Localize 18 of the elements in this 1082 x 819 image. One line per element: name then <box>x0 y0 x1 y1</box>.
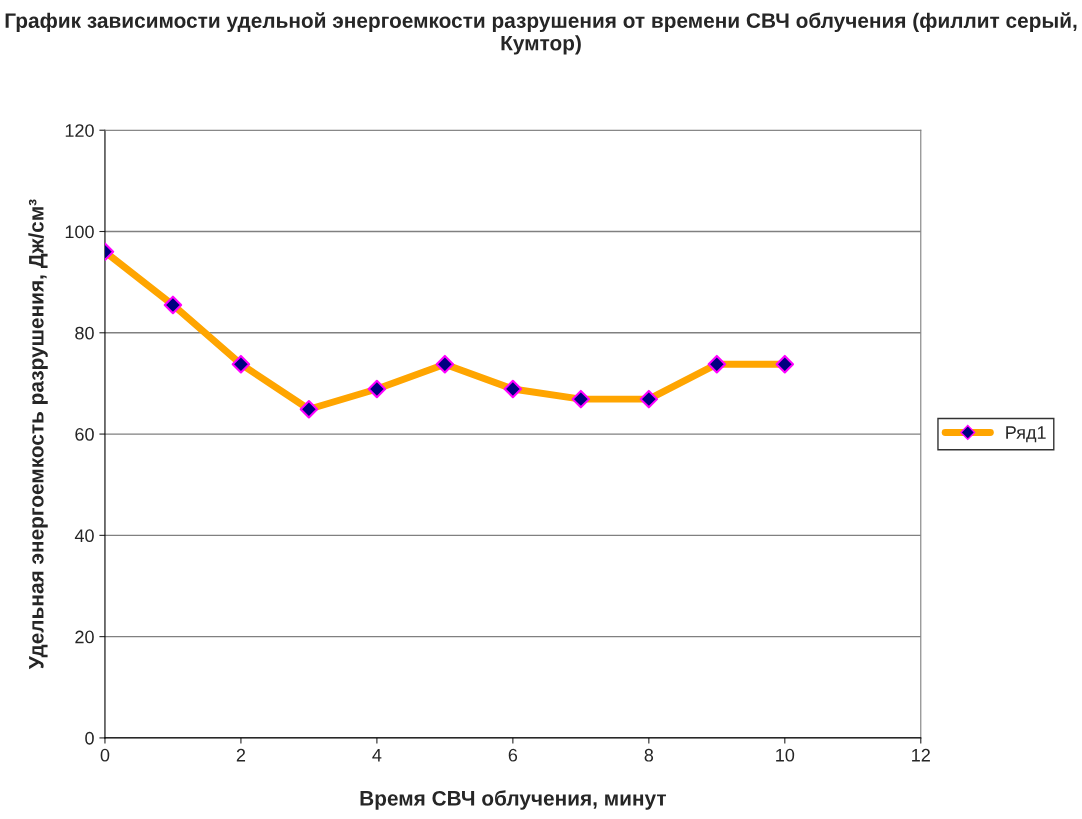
x-tick-label: 8 <box>644 748 654 762</box>
legend-label: Ряд1 <box>1006 426 1046 443</box>
y-tick-label: 120 <box>65 124 94 137</box>
x-tick-label: 0 <box>100 748 110 762</box>
y-tick-label: 0 <box>85 731 94 745</box>
y-axis-title: Удельная энергоемкость разрушения, Дж/см³ <box>28 199 48 670</box>
x-tick-label: 6 <box>508 748 518 762</box>
y-tick-label: 100 <box>65 225 94 239</box>
y-tick-label: 80 <box>75 326 94 340</box>
x-axis-title: Время СВЧ облучения, минут <box>360 790 667 810</box>
y-tick-label: 20 <box>75 630 94 644</box>
y-tick-label: 40 <box>74 529 94 543</box>
x-tick-label: 12 <box>912 748 930 762</box>
x-tick-label: 10 <box>776 748 795 762</box>
y-tick-label: 60 <box>75 428 94 441</box>
x-tick-label: 4 <box>372 749 382 762</box>
chart-title: График зависимости удельной энергоемкости разрушения от времени СВЧ облучения (филлит серый, Кумтор) <box>5 12 1077 55</box>
x-tick-label: 2 <box>236 748 246 762</box>
